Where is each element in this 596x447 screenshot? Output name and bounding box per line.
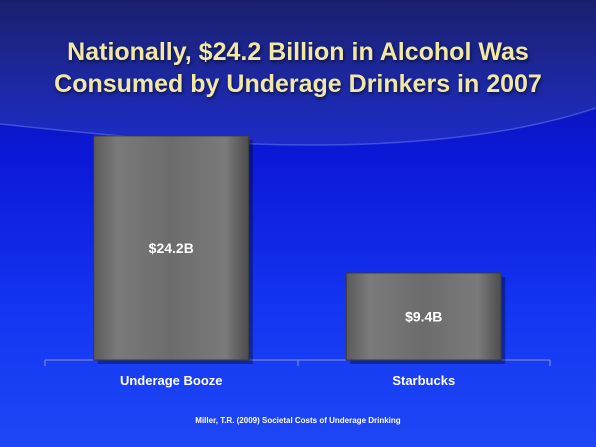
- bar-value-label: $24.2B: [149, 240, 194, 256]
- source-citation: Miller, T.R. (2009) Societal Costs of Un…: [195, 416, 401, 425]
- slide-title: Nationally, $24.2 Billion in Alcohol Was…: [0, 36, 596, 100]
- bar-value-label: $9.4B: [405, 308, 442, 324]
- slide-title-line-2: Consumed by Underage Drinkers in 2007: [54, 70, 542, 98]
- category-label: Underage Booze: [120, 373, 223, 388]
- bar-starbucks: [345, 272, 502, 361]
- bar-underage-booze: [93, 135, 250, 361]
- slide-title-line-1: Nationally, $24.2 Billion in Alcohol Was: [67, 38, 529, 66]
- category-label: Starbucks: [392, 373, 455, 388]
